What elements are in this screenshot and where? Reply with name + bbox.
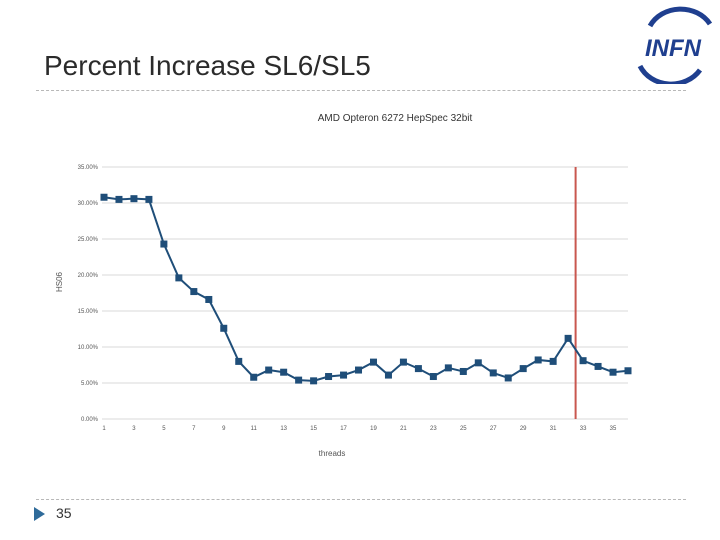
chart-title: AMD Opteron 6272 HepSpec 32bit (318, 113, 473, 124)
x-tick-label: 25 (460, 426, 467, 432)
data-point (549, 357, 557, 365)
data-point (564, 334, 572, 342)
title-divider (36, 90, 686, 91)
data-point (325, 373, 333, 381)
x-tick-label: 33 (580, 426, 587, 432)
data-point (399, 358, 407, 366)
data-point (519, 365, 527, 373)
data-point (579, 357, 587, 365)
grid-lines (102, 166, 628, 420)
x-tick-label: 13 (280, 426, 287, 432)
data-point (235, 357, 243, 365)
data-point (429, 373, 437, 381)
data-point (384, 371, 392, 379)
y-axis-label: HS06 (55, 271, 64, 292)
x-tick-label: 7 (192, 426, 196, 432)
x-tick-label: 9 (222, 426, 226, 432)
data-point (310, 377, 318, 385)
x-tick-label: 19 (370, 426, 377, 432)
data-point (534, 356, 542, 364)
data-point (145, 195, 153, 203)
data-point (474, 359, 482, 367)
y-tick-label: 25.00% (78, 237, 99, 243)
series-line (103, 196, 629, 382)
x-tick-label: 27 (490, 426, 497, 432)
data-point (265, 366, 273, 374)
data-point (459, 367, 467, 375)
x-tick-label: 11 (251, 426, 258, 432)
data-point (489, 369, 497, 377)
y-tick-label: 5.00% (81, 381, 99, 387)
data-point (355, 366, 363, 374)
x-tick-label: 29 (520, 426, 527, 432)
data-point (609, 368, 617, 376)
data-point (190, 288, 198, 296)
data-point (280, 368, 288, 376)
data-point (115, 195, 123, 203)
infn-logo-icon: INFN (637, 6, 713, 84)
x-axis-label: threads (319, 449, 346, 458)
x-tick-label: 35 (610, 426, 617, 432)
y-tick-labels: 0.00% 5.00% 10.00% 15.00% 20.00% 25.00% 30.00%… (78, 165, 99, 423)
data-point (444, 364, 452, 372)
x-tick-label: 5 (162, 426, 166, 432)
y-tick-label: 10.00% (78, 345, 99, 351)
data-point (624, 367, 632, 375)
data-point (100, 193, 108, 201)
x-tick-label: 15 (310, 426, 317, 432)
x-tick-labels: 1 3 5 7 9 11 13 15 17 19 21 23 25 27 29 31 33 35 (102, 426, 617, 432)
data-point (175, 274, 183, 282)
y-tick-label: 20.00% (78, 273, 99, 279)
data-point (130, 195, 138, 203)
footer-divider (36, 499, 686, 500)
x-tick-label: 21 (400, 426, 407, 432)
data-point (414, 365, 422, 373)
x-tick-label: 31 (550, 426, 557, 432)
data-point (220, 324, 228, 332)
x-tick-label: 1 (102, 426, 106, 432)
page-number: 35 (56, 505, 72, 521)
data-point (160, 240, 168, 248)
data-point (594, 362, 602, 370)
data-point (250, 373, 258, 381)
x-tick-label: 23 (430, 426, 437, 432)
y-tick-label: 15.00% (78, 309, 99, 315)
page-marker-icon (34, 507, 45, 521)
y-tick-label: 35.00% (78, 165, 99, 171)
data-point (369, 358, 377, 366)
data-point (295, 376, 303, 384)
slide-title: Percent Increase SL6/SL5 (44, 50, 371, 81)
data-point (504, 374, 512, 382)
logo-text: INFN (645, 35, 702, 62)
y-tick-label: 30.00% (78, 201, 99, 207)
x-tick-label: 17 (340, 426, 347, 432)
data-points (100, 193, 632, 385)
y-tick-label: 0.00% (81, 417, 99, 423)
data-point (340, 371, 348, 379)
line-chart: AMD Opteron 6272 HepSpec 32bit 0.00% 5.00… (55, 113, 632, 458)
x-tick-label: 3 (132, 426, 136, 432)
data-point (205, 295, 213, 303)
